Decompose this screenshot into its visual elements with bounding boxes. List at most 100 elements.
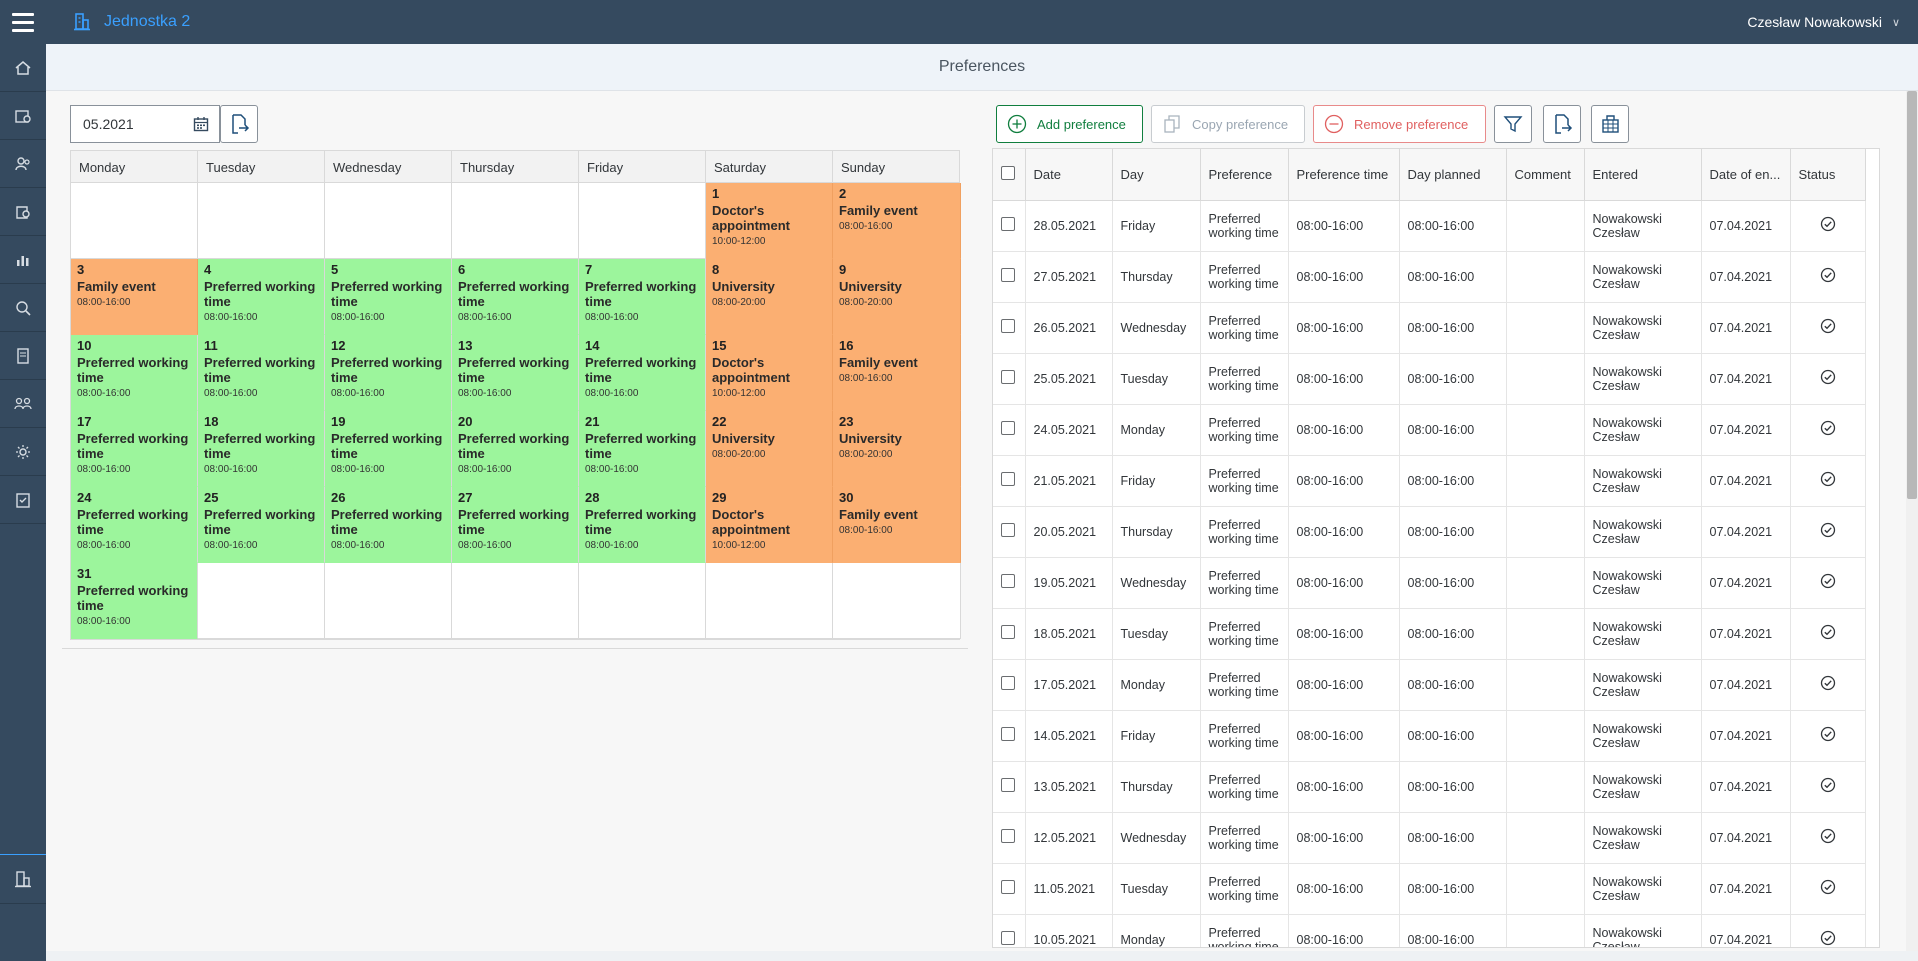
user-menu[interactable]: Czesław Nowakowski ∨ <box>1747 0 1900 44</box>
calendar-empty-cell[interactable] <box>579 183 706 259</box>
sidebar-item-home[interactable] <box>0 44 46 92</box>
table-row[interactable]: 24.05.2021 Monday Preferred working time 08… <box>993 404 1866 456</box>
row-checkbox[interactable] <box>1001 931 1015 945</box>
calendar-day-cell[interactable]: 13 Preferred working time 08:00-16:00 <box>452 335 579 411</box>
calendar-day-cell[interactable]: 18 Preferred working time 08:00-16:00 <box>198 411 325 487</box>
export-spreadsheet-button[interactable] <box>1591 105 1629 143</box>
table-row[interactable]: 20.05.2021 Thursday Preferred working time… <box>993 506 1866 558</box>
calendar-day-cell[interactable]: 3 Family event 08:00-16:00 <box>71 259 198 335</box>
table-row[interactable]: 11.05.2021 Tuesday Preferred working time 0… <box>993 863 1866 915</box>
calendar-day-cell[interactable]: 19 Preferred working time 08:00-16:00 <box>325 411 452 487</box>
row-checkbox[interactable] <box>1001 574 1015 588</box>
calendar-day-cell[interactable]: 11 Preferred working time 08:00-16:00 <box>198 335 325 411</box>
table-row[interactable]: 26.05.2021 Wednesday Preferred working tim… <box>993 302 1866 354</box>
calendar-empty-cell[interactable] <box>833 563 961 639</box>
row-checkbox[interactable] <box>1001 880 1015 894</box>
calendar-day-cell[interactable]: 29 Doctor's appointment 10:00-12:00 <box>706 487 833 563</box>
table-row[interactable]: 19.05.2021 Wednesday Preferred working tim… <box>993 557 1866 609</box>
calendar-empty-cell[interactable] <box>198 183 325 259</box>
calendar-day-cell[interactable]: 27 Preferred working time 08:00-16:00 <box>452 487 579 563</box>
calendar-day-cell[interactable]: 10 Preferred working time 08:00-16:00 <box>71 335 198 411</box>
menu-icon[interactable] <box>0 0 46 44</box>
calendar-day-cell[interactable]: 30 Family event 08:00-16:00 <box>833 487 961 563</box>
table-row[interactable]: 14.05.2021 Friday Preferred working time 08… <box>993 710 1866 762</box>
calendar-empty-cell[interactable] <box>71 183 198 259</box>
row-checkbox[interactable] <box>1001 268 1015 282</box>
table-row[interactable]: 25.05.2021 Tuesday Preferred working time 0… <box>993 353 1866 405</box>
calendar-day-cell[interactable]: 21 Preferred working time 08:00-16:00 <box>579 411 706 487</box>
calendar-day-cell[interactable]: 14 Preferred working time 08:00-16:00 <box>579 335 706 411</box>
calendar-day-cell[interactable]: 4 Preferred working time 08:00-16:00 <box>198 259 325 335</box>
sidebar-item-reports[interactable] <box>0 236 46 284</box>
row-checkbox[interactable] <box>1001 370 1015 384</box>
row-checkbox[interactable] <box>1001 217 1015 231</box>
calendar-day-cell[interactable]: 5 Preferred working time 08:00-16:00 <box>325 259 452 335</box>
filter-button[interactable] <box>1494 105 1532 143</box>
sidebar-item-budget[interactable] <box>0 188 46 236</box>
column-header[interactable]: Preference <box>1200 149 1289 201</box>
copy-preference-button[interactable]: Copy preference <box>1151 105 1305 143</box>
calendar-day-cell[interactable]: 2 Family event 08:00-16:00 <box>833 183 961 259</box>
calendar-day-cell[interactable]: 1 Doctor's appointment 10:00-12:00 <box>706 183 833 259</box>
calendar-day-cell[interactable]: 20 Preferred working time 08:00-16:00 <box>452 411 579 487</box>
column-header[interactable]: Date of en... <box>1701 149 1791 201</box>
row-checkbox[interactable] <box>1001 676 1015 690</box>
sidebar-item-documents[interactable] <box>0 332 46 380</box>
scrollbar-thumb[interactable] <box>1907 91 1917 499</box>
row-checkbox[interactable] <box>1001 472 1015 486</box>
row-checkbox[interactable] <box>1001 523 1015 537</box>
sidebar-item-team[interactable] <box>0 380 46 428</box>
table-row[interactable]: 21.05.2021 Friday Preferred working time 08… <box>993 455 1866 507</box>
calendar-empty-cell[interactable] <box>325 183 452 259</box>
column-header[interactable]: Date <box>1025 149 1113 201</box>
column-header[interactable]: Entered <box>1584 149 1702 201</box>
calendar-empty-cell[interactable] <box>452 183 579 259</box>
export-list-pdf-button[interactable] <box>1543 105 1581 143</box>
calendar-day-cell[interactable]: 31 Preferred working time 08:00-16:00 <box>71 563 198 639</box>
export-pdf-button[interactable] <box>220 105 258 143</box>
calendar-day-cell[interactable]: 12 Preferred working time 08:00-16:00 <box>325 335 452 411</box>
calendar-day-cell[interactable]: 6 Preferred working time 08:00-16:00 <box>452 259 579 335</box>
table-row[interactable]: 17.05.2021 Monday Preferred working time 08… <box>993 659 1866 711</box>
row-checkbox[interactable] <box>1001 829 1015 843</box>
remove-preference-button[interactable]: Remove preference <box>1313 105 1486 143</box>
sidebar-item-planning[interactable] <box>0 92 46 140</box>
row-checkbox[interactable] <box>1001 625 1015 639</box>
column-header[interactable]: Day planned <box>1399 149 1507 201</box>
calendar-empty-cell[interactable] <box>325 563 452 639</box>
calendar-day-cell[interactable]: 7 Preferred working time 08:00-16:00 <box>579 259 706 335</box>
column-header[interactable]: Status <box>1790 149 1866 201</box>
calendar-empty-cell[interactable] <box>452 563 579 639</box>
table-row[interactable]: 10.05.2021 Monday Preferred working time 08… <box>993 914 1866 947</box>
sidebar-item-organization[interactable] <box>0 854 46 904</box>
calendar-day-cell[interactable]: 16 Family event 08:00-16:00 <box>833 335 961 411</box>
column-header[interactable]: Comment <box>1506 149 1585 201</box>
table-row[interactable]: 28.05.2021 Friday Preferred working time 08… <box>993 200 1866 252</box>
row-checkbox[interactable] <box>1001 319 1015 333</box>
calendar-day-cell[interactable]: 8 University 08:00-20:00 <box>706 259 833 335</box>
calendar-empty-cell[interactable] <box>198 563 325 639</box>
table-row[interactable]: 13.05.2021 Thursday Preferred working time… <box>993 761 1866 813</box>
calendar-day-cell[interactable]: 15 Doctor's appointment 10:00-12:00 <box>706 335 833 411</box>
month-input[interactable]: 05.2021 <box>70 105 220 143</box>
column-header[interactable]: Preference time <box>1288 149 1400 201</box>
row-checkbox[interactable] <box>1001 778 1015 792</box>
sidebar-item-settings[interactable] <box>0 428 46 476</box>
table-row[interactable]: 12.05.2021 Wednesday Preferred working tim… <box>993 812 1866 864</box>
column-header[interactable]: Day <box>1112 149 1201 201</box>
calendar-day-cell[interactable]: 17 Preferred working time 08:00-16:00 <box>71 411 198 487</box>
select-all-checkbox[interactable] <box>1001 165 1015 180</box>
sidebar-item-tasks[interactable] <box>0 476 46 524</box>
row-checkbox[interactable] <box>1001 727 1015 741</box>
calendar-day-cell[interactable]: 24 Preferred working time 08:00-16:00 <box>71 487 198 563</box>
add-preference-button[interactable]: Add preference <box>996 105 1143 143</box>
row-checkbox[interactable] <box>1001 421 1015 435</box>
calendar-day-cell[interactable]: 22 University 08:00-20:00 <box>706 411 833 487</box>
calendar-day-cell[interactable]: 25 Preferred working time 08:00-16:00 <box>198 487 325 563</box>
calendar-day-cell[interactable]: 9 University 08:00-20:00 <box>833 259 961 335</box>
sidebar-item-search[interactable] <box>0 284 46 332</box>
calendar-day-cell[interactable]: 26 Preferred working time 08:00-16:00 <box>325 487 452 563</box>
calendar-day-cell[interactable]: 28 Preferred working time 08:00-16:00 <box>579 487 706 563</box>
unit-selector[interactable]: Jednostka 2 <box>74 13 190 31</box>
calendar-empty-cell[interactable] <box>706 563 833 639</box>
